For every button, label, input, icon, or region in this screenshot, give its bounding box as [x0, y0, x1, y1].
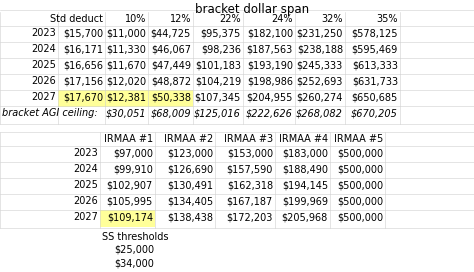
Text: 2026: 2026 — [31, 76, 56, 86]
Text: $50,338: $50,338 — [151, 92, 191, 102]
Text: $162,318: $162,318 — [227, 180, 273, 190]
Text: $11,330: $11,330 — [106, 44, 146, 54]
Text: $595,469: $595,469 — [352, 44, 398, 54]
Text: bracket dollar span: bracket dollar span — [195, 3, 310, 16]
Text: 10%: 10% — [125, 14, 146, 24]
Text: 2027: 2027 — [31, 92, 56, 102]
Text: $204,955: $204,955 — [246, 92, 293, 102]
Text: $138,438: $138,438 — [167, 212, 213, 222]
Text: $48,872: $48,872 — [151, 76, 191, 86]
Text: $188,490: $188,490 — [282, 164, 328, 174]
Text: $16,656: $16,656 — [63, 60, 103, 70]
Text: $172,203: $172,203 — [227, 212, 273, 222]
Text: $25,000: $25,000 — [114, 245, 154, 255]
Text: $107,345: $107,345 — [195, 92, 241, 102]
Text: $157,590: $157,590 — [227, 164, 273, 174]
Text: $30,051: $30,051 — [105, 108, 146, 118]
Text: 35%: 35% — [376, 14, 398, 24]
Text: $231,250: $231,250 — [297, 28, 343, 38]
Text: 2026: 2026 — [73, 196, 98, 206]
Text: $153,000: $153,000 — [227, 148, 273, 158]
Bar — [105, 90, 148, 107]
Text: $11,000: $11,000 — [106, 28, 146, 38]
Text: $46,067: $46,067 — [151, 44, 191, 54]
Text: $97,000: $97,000 — [113, 148, 153, 158]
Text: $125,016: $125,016 — [194, 108, 241, 118]
Text: IRMAA #3: IRMAA #3 — [224, 134, 273, 144]
Text: $12,381: $12,381 — [106, 92, 146, 102]
Text: SS thresholds: SS thresholds — [102, 232, 168, 242]
Text: $98,236: $98,236 — [201, 44, 241, 54]
Text: $183,000: $183,000 — [282, 148, 328, 158]
Text: $500,000: $500,000 — [337, 148, 383, 158]
Text: $578,125: $578,125 — [352, 28, 398, 38]
Text: $47,449: $47,449 — [151, 60, 191, 70]
Text: $260,274: $260,274 — [297, 92, 343, 102]
Text: $182,100: $182,100 — [247, 28, 293, 38]
Text: $205,968: $205,968 — [282, 212, 328, 222]
Text: $16,171: $16,171 — [63, 44, 103, 54]
Text: Std deduct: Std deduct — [50, 14, 103, 24]
Bar — [148, 90, 193, 107]
Text: 12%: 12% — [170, 14, 191, 24]
Text: 2023: 2023 — [31, 28, 56, 38]
Text: $109,174: $109,174 — [107, 212, 153, 222]
Text: 2024: 2024 — [73, 164, 98, 174]
Text: $252,693: $252,693 — [297, 76, 343, 86]
Text: $631,733: $631,733 — [352, 76, 398, 86]
Text: IRMAA #1: IRMAA #1 — [104, 134, 153, 144]
Text: $194,145: $194,145 — [282, 180, 328, 190]
Text: 2023: 2023 — [73, 148, 98, 158]
Text: $198,986: $198,986 — [247, 76, 293, 86]
Text: $650,685: $650,685 — [352, 92, 398, 102]
Text: $670,205: $670,205 — [351, 108, 398, 118]
Text: $500,000: $500,000 — [337, 196, 383, 206]
Text: IRMAA #4: IRMAA #4 — [279, 134, 328, 144]
Text: $222,626: $222,626 — [246, 108, 293, 118]
Text: $123,000: $123,000 — [167, 148, 213, 158]
Text: $101,183: $101,183 — [195, 60, 241, 70]
Text: $15,700: $15,700 — [63, 28, 103, 38]
Text: $104,219: $104,219 — [195, 76, 241, 86]
Text: $245,333: $245,333 — [297, 60, 343, 70]
Bar — [100, 210, 155, 227]
Text: $68,009: $68,009 — [150, 108, 191, 118]
Text: $95,375: $95,375 — [201, 28, 241, 38]
Text: 2027: 2027 — [73, 212, 98, 222]
Text: $500,000: $500,000 — [337, 164, 383, 174]
Text: 24%: 24% — [272, 14, 293, 24]
Text: $102,907: $102,907 — [107, 180, 153, 190]
Text: $134,405: $134,405 — [167, 196, 213, 206]
Text: $199,969: $199,969 — [282, 196, 328, 206]
Text: $500,000: $500,000 — [337, 212, 383, 222]
Text: $613,333: $613,333 — [352, 60, 398, 70]
Text: $34,000: $34,000 — [114, 258, 154, 268]
Text: $500,000: $500,000 — [337, 180, 383, 190]
Text: $44,725: $44,725 — [151, 28, 191, 38]
Text: 2024: 2024 — [31, 44, 56, 54]
Text: $17,670: $17,670 — [63, 92, 103, 102]
Text: 32%: 32% — [321, 14, 343, 24]
Text: $187,563: $187,563 — [247, 44, 293, 54]
Text: bracket AGI ceiling:: bracket AGI ceiling: — [2, 108, 98, 118]
Text: $130,491: $130,491 — [167, 180, 213, 190]
Text: $12,020: $12,020 — [106, 76, 146, 86]
Text: $167,187: $167,187 — [227, 196, 273, 206]
Text: $17,156: $17,156 — [63, 76, 103, 86]
Text: IRMAA #2: IRMAA #2 — [164, 134, 213, 144]
Text: $99,910: $99,910 — [113, 164, 153, 174]
Text: $193,190: $193,190 — [247, 60, 293, 70]
Text: $105,995: $105,995 — [107, 196, 153, 206]
Text: 2025: 2025 — [31, 60, 56, 70]
Bar — [58, 90, 105, 107]
Text: $11,670: $11,670 — [106, 60, 146, 70]
Text: $268,082: $268,082 — [296, 108, 343, 118]
Text: $126,690: $126,690 — [167, 164, 213, 174]
Text: IRMAA #5: IRMAA #5 — [334, 134, 383, 144]
Text: $238,188: $238,188 — [297, 44, 343, 54]
Text: 22%: 22% — [219, 14, 241, 24]
Text: 2025: 2025 — [73, 180, 98, 190]
